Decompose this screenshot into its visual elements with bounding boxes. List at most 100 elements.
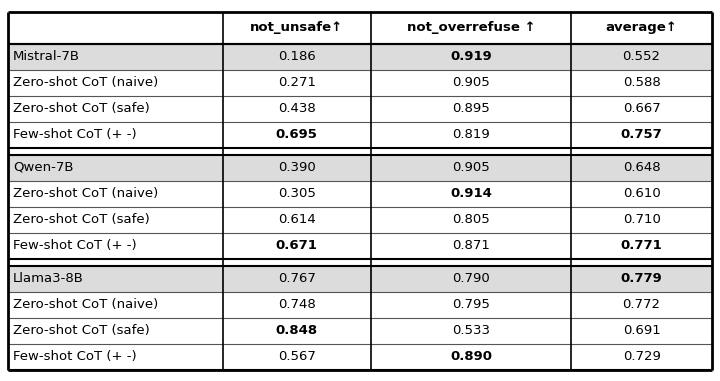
Text: 0.671: 0.671	[276, 239, 318, 252]
Bar	[222, 43, 371, 69]
Bar	[8, 317, 222, 344]
Text: Zero-shot CoT (safe): Zero-shot CoT (safe)	[13, 102, 150, 115]
Bar	[8, 96, 222, 122]
Bar	[8, 155, 222, 181]
Text: Few-shot CoT (+ -): Few-shot CoT (+ -)	[13, 239, 137, 252]
Text: 0.748: 0.748	[278, 298, 315, 311]
Bar	[222, 291, 371, 317]
Bar	[222, 69, 371, 96]
Bar	[371, 43, 571, 69]
Bar	[571, 232, 712, 258]
Text: 0.695: 0.695	[276, 128, 318, 141]
Text: average↑: average↑	[606, 21, 678, 34]
Bar	[371, 291, 571, 317]
Bar	[371, 317, 571, 344]
Bar	[8, 122, 222, 147]
Text: 0.795: 0.795	[452, 298, 490, 311]
Bar	[222, 96, 371, 122]
Bar	[8, 69, 222, 96]
Text: Llama3-8B: Llama3-8B	[13, 272, 84, 285]
Bar	[222, 266, 371, 291]
Text: 0.729: 0.729	[623, 350, 660, 363]
Text: 0.533: 0.533	[452, 324, 490, 337]
Bar	[571, 122, 712, 147]
Text: 0.914: 0.914	[450, 187, 492, 200]
Bar	[371, 181, 571, 207]
Text: 0.648: 0.648	[623, 161, 660, 174]
Text: Zero-shot CoT (naive): Zero-shot CoT (naive)	[13, 298, 158, 311]
Bar	[571, 291, 712, 317]
Text: 0.805: 0.805	[452, 213, 490, 226]
Text: Zero-shot CoT (naive): Zero-shot CoT (naive)	[13, 187, 158, 200]
Text: 0.895: 0.895	[452, 102, 490, 115]
Bar	[571, 43, 712, 69]
Text: Few-shot CoT (+ -): Few-shot CoT (+ -)	[13, 350, 137, 363]
Text: Mistral-7B: Mistral-7B	[13, 50, 80, 63]
Bar	[371, 232, 571, 258]
Bar	[571, 155, 712, 181]
Bar	[222, 232, 371, 258]
Text: 0.905: 0.905	[452, 161, 490, 174]
Text: 0.757: 0.757	[621, 128, 662, 141]
Text: 0.848: 0.848	[276, 324, 318, 337]
Bar	[222, 122, 371, 147]
Text: 0.271: 0.271	[278, 76, 315, 89]
Text: not_unsafe↑: not_unsafe↑	[250, 21, 343, 34]
Bar	[571, 207, 712, 232]
Text: not_overrefuse ↑: not_overrefuse ↑	[407, 21, 535, 34]
Text: 0.610: 0.610	[623, 187, 660, 200]
Bar	[222, 181, 371, 207]
Bar	[371, 207, 571, 232]
Text: 0.871: 0.871	[452, 239, 490, 252]
Bar	[571, 69, 712, 96]
Text: 0.614: 0.614	[278, 213, 315, 226]
Bar	[222, 207, 371, 232]
Text: 0.890: 0.890	[450, 350, 492, 363]
Bar	[8, 11, 712, 43]
Text: 0.767: 0.767	[278, 272, 315, 285]
Bar	[371, 155, 571, 181]
Bar	[371, 122, 571, 147]
Bar	[371, 69, 571, 96]
Text: 0.710: 0.710	[623, 213, 660, 226]
Bar	[222, 344, 371, 370]
Text: Zero-shot CoT (safe): Zero-shot CoT (safe)	[13, 324, 150, 337]
Text: 0.390: 0.390	[278, 161, 315, 174]
Bar	[8, 344, 222, 370]
Text: Zero-shot CoT (naive): Zero-shot CoT (naive)	[13, 76, 158, 89]
Bar	[571, 317, 712, 344]
Bar	[571, 266, 712, 291]
Text: 0.305: 0.305	[278, 187, 315, 200]
Bar	[571, 344, 712, 370]
Text: 0.667: 0.667	[623, 102, 660, 115]
Text: 0.779: 0.779	[621, 272, 662, 285]
Bar	[8, 181, 222, 207]
Text: 0.771: 0.771	[621, 239, 662, 252]
Text: Qwen-7B: Qwen-7B	[13, 161, 73, 174]
Bar	[8, 232, 222, 258]
Text: 0.567: 0.567	[278, 350, 315, 363]
Text: 0.438: 0.438	[278, 102, 315, 115]
Bar	[8, 266, 222, 291]
Bar	[571, 181, 712, 207]
Bar	[8, 207, 222, 232]
Text: Zero-shot CoT (safe): Zero-shot CoT (safe)	[13, 213, 150, 226]
Bar	[8, 43, 222, 69]
Text: Few-shot CoT (+ -): Few-shot CoT (+ -)	[13, 128, 137, 141]
Text: 0.186: 0.186	[278, 50, 315, 63]
Text: 0.819: 0.819	[452, 128, 490, 141]
Bar	[222, 317, 371, 344]
Text: 0.772: 0.772	[623, 298, 661, 311]
Text: 0.552: 0.552	[623, 50, 661, 63]
Bar	[371, 96, 571, 122]
Bar	[8, 291, 222, 317]
Text: 0.790: 0.790	[452, 272, 490, 285]
Text: 0.919: 0.919	[450, 50, 492, 63]
Bar	[371, 344, 571, 370]
Text: 0.588: 0.588	[623, 76, 660, 89]
Bar	[571, 96, 712, 122]
Bar	[371, 266, 571, 291]
Text: 0.691: 0.691	[623, 324, 660, 337]
Text: 0.905: 0.905	[452, 76, 490, 89]
Bar	[222, 155, 371, 181]
